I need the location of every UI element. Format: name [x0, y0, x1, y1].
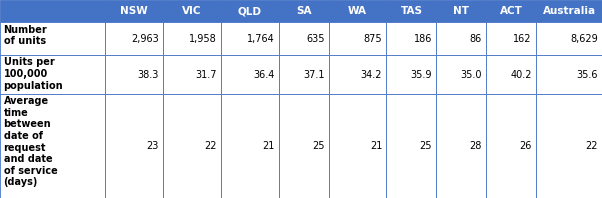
Text: 186: 186: [414, 34, 432, 44]
Bar: [486, 94, 536, 198]
Text: WA: WA: [348, 6, 367, 16]
Text: 1,764: 1,764: [247, 34, 275, 44]
Text: 21: 21: [370, 141, 382, 151]
Bar: [486, 55, 536, 94]
Text: 22: 22: [204, 141, 217, 151]
Text: 22: 22: [585, 141, 598, 151]
Bar: [386, 0, 436, 22]
Text: SA: SA: [296, 6, 311, 16]
Bar: [221, 22, 279, 55]
Text: VIC: VIC: [182, 6, 202, 16]
Bar: [279, 0, 329, 22]
Bar: [436, 94, 486, 198]
Text: Australia: Australia: [542, 6, 595, 16]
Bar: [436, 55, 486, 94]
Bar: [536, 94, 602, 198]
Text: 28: 28: [470, 141, 482, 151]
Bar: [279, 55, 329, 94]
Bar: [0, 22, 105, 55]
Text: 635: 635: [306, 34, 324, 44]
Text: 35.6: 35.6: [576, 69, 598, 80]
Bar: [105, 94, 163, 198]
Text: TAS: TAS: [400, 6, 423, 16]
Text: QLD: QLD: [238, 6, 262, 16]
Text: 38.3: 38.3: [137, 69, 159, 80]
Bar: [163, 55, 221, 94]
Bar: [536, 22, 602, 55]
Text: 40.2: 40.2: [510, 69, 532, 80]
Text: Number
of units: Number of units: [4, 25, 48, 46]
Text: 162: 162: [514, 34, 532, 44]
Text: Units per
100,000
population: Units per 100,000 population: [4, 57, 63, 91]
Bar: [329, 94, 386, 198]
Bar: [0, 55, 105, 94]
Bar: [386, 55, 436, 94]
Text: Average
time
between
date of
request
and date
of service
(days): Average time between date of request and…: [4, 96, 57, 188]
Bar: [221, 55, 279, 94]
Bar: [436, 22, 486, 55]
Text: 37.1: 37.1: [303, 69, 324, 80]
Text: 21: 21: [262, 141, 275, 151]
Text: 23: 23: [146, 141, 159, 151]
Bar: [536, 55, 602, 94]
Text: 1,958: 1,958: [189, 34, 217, 44]
Text: 2,963: 2,963: [131, 34, 159, 44]
Bar: [221, 94, 279, 198]
Text: 34.2: 34.2: [361, 69, 382, 80]
Bar: [329, 22, 386, 55]
Text: 31.7: 31.7: [195, 69, 217, 80]
Bar: [386, 94, 436, 198]
Bar: [163, 22, 221, 55]
Text: 875: 875: [364, 34, 382, 44]
Text: 86: 86: [470, 34, 482, 44]
Bar: [105, 55, 163, 94]
Bar: [279, 22, 329, 55]
Bar: [486, 22, 536, 55]
Text: NT: NT: [453, 6, 470, 16]
Bar: [279, 94, 329, 198]
Bar: [105, 22, 163, 55]
Text: 26: 26: [520, 141, 532, 151]
Bar: [536, 0, 602, 22]
Bar: [329, 0, 386, 22]
Text: 25: 25: [312, 141, 324, 151]
Bar: [221, 0, 279, 22]
Text: 25: 25: [420, 141, 432, 151]
Bar: [163, 0, 221, 22]
Text: ACT: ACT: [500, 6, 523, 16]
Bar: [0, 94, 105, 198]
Bar: [0, 0, 105, 22]
Bar: [486, 0, 536, 22]
Text: NSW: NSW: [120, 6, 148, 16]
Bar: [105, 0, 163, 22]
Text: 36.4: 36.4: [253, 69, 275, 80]
Text: 8,629: 8,629: [570, 34, 598, 44]
Bar: [386, 22, 436, 55]
Text: 35.9: 35.9: [411, 69, 432, 80]
Bar: [163, 94, 221, 198]
Text: 35.0: 35.0: [461, 69, 482, 80]
Bar: [329, 55, 386, 94]
Bar: [436, 0, 486, 22]
